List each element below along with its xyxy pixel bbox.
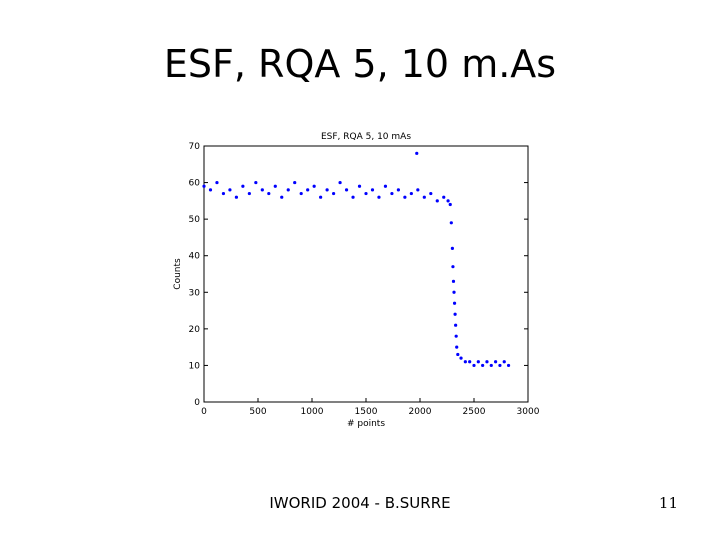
x-axis-label: # points bbox=[347, 419, 385, 429]
data-point bbox=[489, 363, 493, 368]
data-point bbox=[453, 312, 457, 316]
data-point bbox=[452, 290, 456, 294]
data-point bbox=[241, 184, 245, 188]
data-point bbox=[468, 360, 472, 364]
x-tick-label: 2000 bbox=[409, 407, 432, 417]
data-point bbox=[325, 188, 329, 192]
data-point bbox=[260, 188, 264, 192]
data-point bbox=[332, 191, 336, 196]
data-point bbox=[364, 191, 368, 196]
data-point bbox=[506, 363, 511, 368]
data-point bbox=[429, 191, 433, 196]
data-point bbox=[476, 360, 480, 364]
data-point bbox=[442, 195, 446, 199]
y-tick-label: 30 bbox=[189, 288, 201, 298]
data-point bbox=[451, 265, 455, 269]
data-point bbox=[390, 191, 394, 196]
data-point bbox=[403, 195, 407, 199]
data-point bbox=[422, 195, 426, 199]
data-point bbox=[409, 191, 413, 196]
data-point bbox=[502, 360, 506, 364]
data-point bbox=[481, 363, 485, 368]
data-point bbox=[454, 334, 458, 338]
data-point bbox=[357, 184, 362, 188]
data-point bbox=[454, 323, 458, 327]
data-point bbox=[435, 199, 439, 203]
data-point bbox=[234, 195, 238, 199]
data-point bbox=[273, 184, 277, 188]
data-point bbox=[208, 188, 213, 192]
data-point bbox=[267, 191, 271, 196]
y-tick-label: 0 bbox=[194, 398, 200, 408]
x-tick-label: 2500 bbox=[463, 407, 486, 417]
footer-text: IWORID 2004 - B.SURRE bbox=[269, 494, 451, 512]
x-tick-label: 1500 bbox=[355, 407, 378, 417]
data-points bbox=[202, 151, 511, 368]
data-point bbox=[396, 188, 400, 192]
data-point bbox=[215, 180, 219, 185]
data-point bbox=[306, 188, 310, 192]
page-number: 11 bbox=[658, 494, 678, 512]
y-tick-label: 40 bbox=[189, 252, 201, 262]
data-point bbox=[452, 301, 457, 305]
data-point bbox=[450, 246, 454, 250]
y-tick-label: 70 bbox=[189, 142, 201, 152]
y-tick-label: 60 bbox=[189, 179, 201, 189]
plot-area bbox=[203, 145, 529, 403]
data-point bbox=[319, 195, 323, 199]
data-point bbox=[498, 363, 502, 368]
data-point bbox=[254, 180, 258, 185]
y-tick-label: 20 bbox=[189, 325, 201, 335]
data-point bbox=[472, 363, 476, 368]
y-axis-label: Counts bbox=[173, 258, 183, 290]
data-point bbox=[383, 184, 388, 188]
data-point bbox=[299, 191, 303, 196]
data-point bbox=[494, 360, 498, 364]
data-point bbox=[451, 279, 456, 283]
data-point bbox=[449, 221, 453, 225]
y-tick-label: 10 bbox=[189, 361, 201, 371]
x-tick-label: 1000 bbox=[301, 407, 324, 417]
x-tick-label: 500 bbox=[249, 407, 266, 417]
data-point bbox=[202, 184, 206, 188]
data-point bbox=[247, 191, 251, 196]
data-point bbox=[228, 188, 232, 192]
data-point bbox=[351, 195, 355, 199]
data-point bbox=[459, 356, 463, 360]
y-tick-label: 50 bbox=[189, 215, 201, 225]
data-point bbox=[448, 202, 452, 207]
chart-svg: ESF, RQA 5, 10 mAs # points Counts 0 500 1… bbox=[173, 132, 540, 429]
x-tick-label: 0 bbox=[201, 407, 207, 417]
data-point bbox=[370, 188, 375, 192]
data-point bbox=[377, 195, 381, 199]
data-point bbox=[293, 180, 297, 185]
data-point bbox=[463, 360, 467, 364]
data-point bbox=[286, 188, 290, 192]
data-point bbox=[415, 151, 419, 155]
slide-title: ESF, RQA 5, 10 m.As bbox=[163, 42, 557, 86]
data-point bbox=[312, 184, 316, 188]
data-point bbox=[455, 345, 459, 349]
chart-title: ESF, RQA 5, 10 mAs bbox=[321, 132, 411, 142]
data-point bbox=[344, 188, 349, 192]
x-tick-label: 3000 bbox=[517, 407, 540, 417]
data-point bbox=[338, 180, 342, 185]
data-point bbox=[446, 199, 450, 203]
axis-ticks: 0 500 1000 1500 2000 2500 3000 0 10 20 30 40 50 60 70 bbox=[189, 142, 540, 417]
data-point bbox=[221, 191, 226, 196]
data-point bbox=[416, 188, 420, 192]
esf-chart: ESF, RQA 5, 10 mAs # points Counts 0 500 1… bbox=[160, 120, 560, 440]
data-point bbox=[280, 195, 284, 199]
data-point bbox=[456, 352, 460, 357]
data-point bbox=[485, 360, 489, 364]
